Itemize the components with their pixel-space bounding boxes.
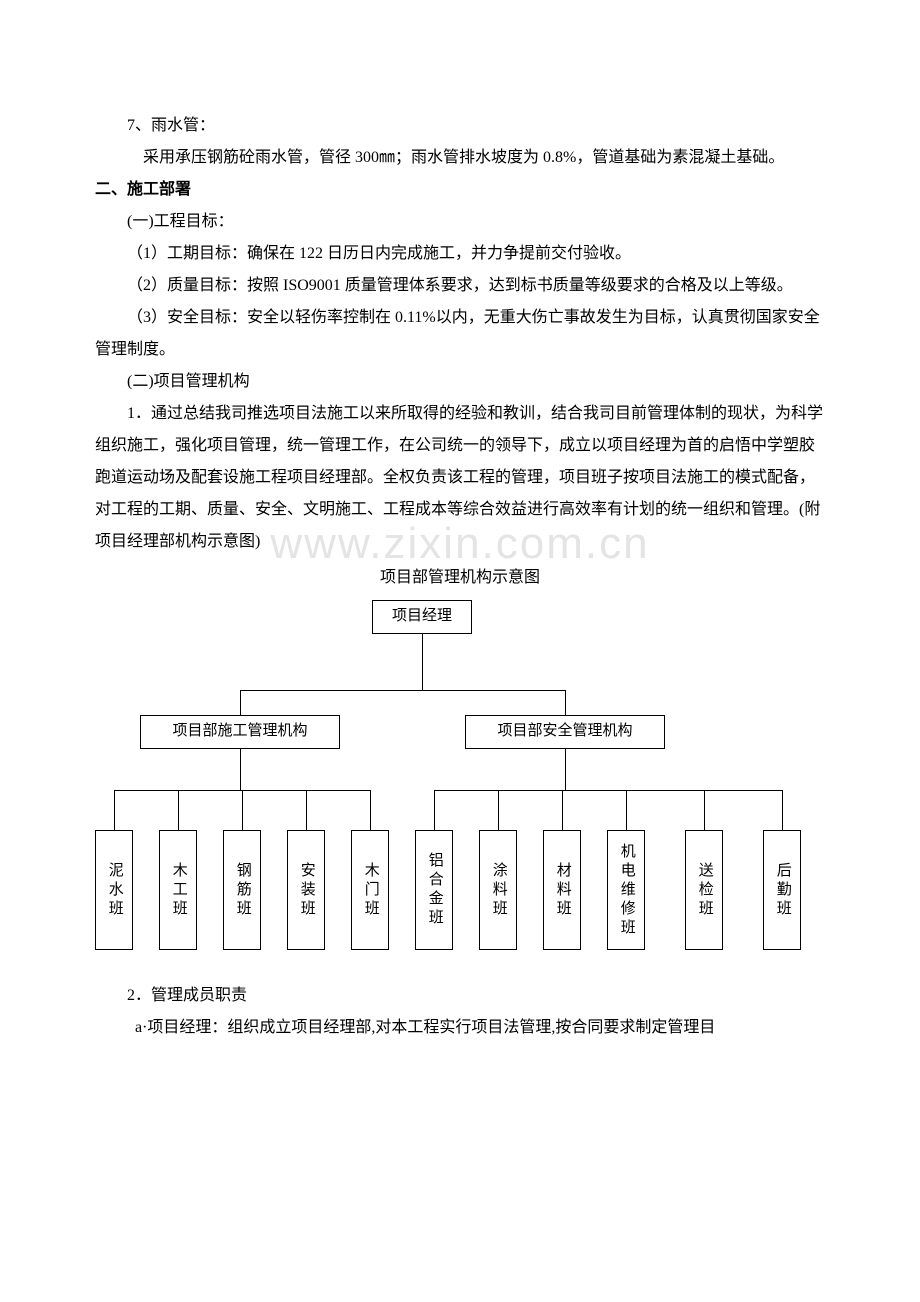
org-chart: 项目经理项目部施工管理机构 项目部安全管理机构泥水班木工班钢筋班安装班木门班铝合金… xyxy=(95,600,825,980)
org-leaf-9: 送检班 xyxy=(685,830,723,950)
sec2-p3: a·项目经理：组织成立项目经理部,对本工程实行项目法管理,按合同要求制定管理目 xyxy=(95,1012,825,1044)
org-leaf-7: 材料班 xyxy=(543,830,581,950)
org-mid-1: 项目部安全管理机构 xyxy=(465,715,665,749)
org-leaf-4: 木门班 xyxy=(351,830,389,950)
org-root: 项目经理 xyxy=(372,600,472,634)
org-leaf-2: 钢筋班 xyxy=(223,830,261,950)
sec2-p2: 2．管理成员职责 xyxy=(95,980,825,1012)
org-leaf-8: 机电维修班 xyxy=(607,830,645,950)
org-leaf-6: 涂料班 xyxy=(479,830,517,950)
sec1-title: (一)工程目标： xyxy=(95,206,825,238)
org-mid-0: 项目部施工管理机构 xyxy=(140,715,340,749)
sec2-title: (二)项目管理机构 xyxy=(95,366,825,398)
org-leaf-1: 木工班 xyxy=(159,830,197,950)
org-leaf-10: 后勤班 xyxy=(763,830,801,950)
org-leaf-0: 泥水班 xyxy=(95,830,133,950)
org-leaf-3: 安装班 xyxy=(287,830,325,950)
sec1-item-3: （3）安全目标：安全以轻伤率控制在 0.11%以内，无重大伤亡事故发生为目标，认… xyxy=(95,302,825,366)
diagram-title: 项目部管理机构示意图 xyxy=(95,562,825,594)
heading-2: 二、施工部署 xyxy=(95,174,825,206)
item-7-body: 采用承压钢筋砼雨水管，管径 300㎜；雨水管排水坡度为 0.8%，管道基础为素混… xyxy=(95,142,825,174)
sec1-item-1: （1）工期目标：确保在 122 日历日内完成施工，并力争提前交付验收。 xyxy=(95,238,825,270)
item-7-title: 7、雨水管： xyxy=(95,110,825,142)
org-leaf-5: 铝合金班 xyxy=(415,830,453,950)
sec2-p1: 1．通过总结我司推选项目法施工以来所取得的经验和教训，结合我司目前管理体制的现状… xyxy=(95,398,825,558)
sec1-item-2: （2）质量目标：按照 ISO9001 质量管理体系要求，达到标书质量等级要求的合… xyxy=(95,270,825,302)
